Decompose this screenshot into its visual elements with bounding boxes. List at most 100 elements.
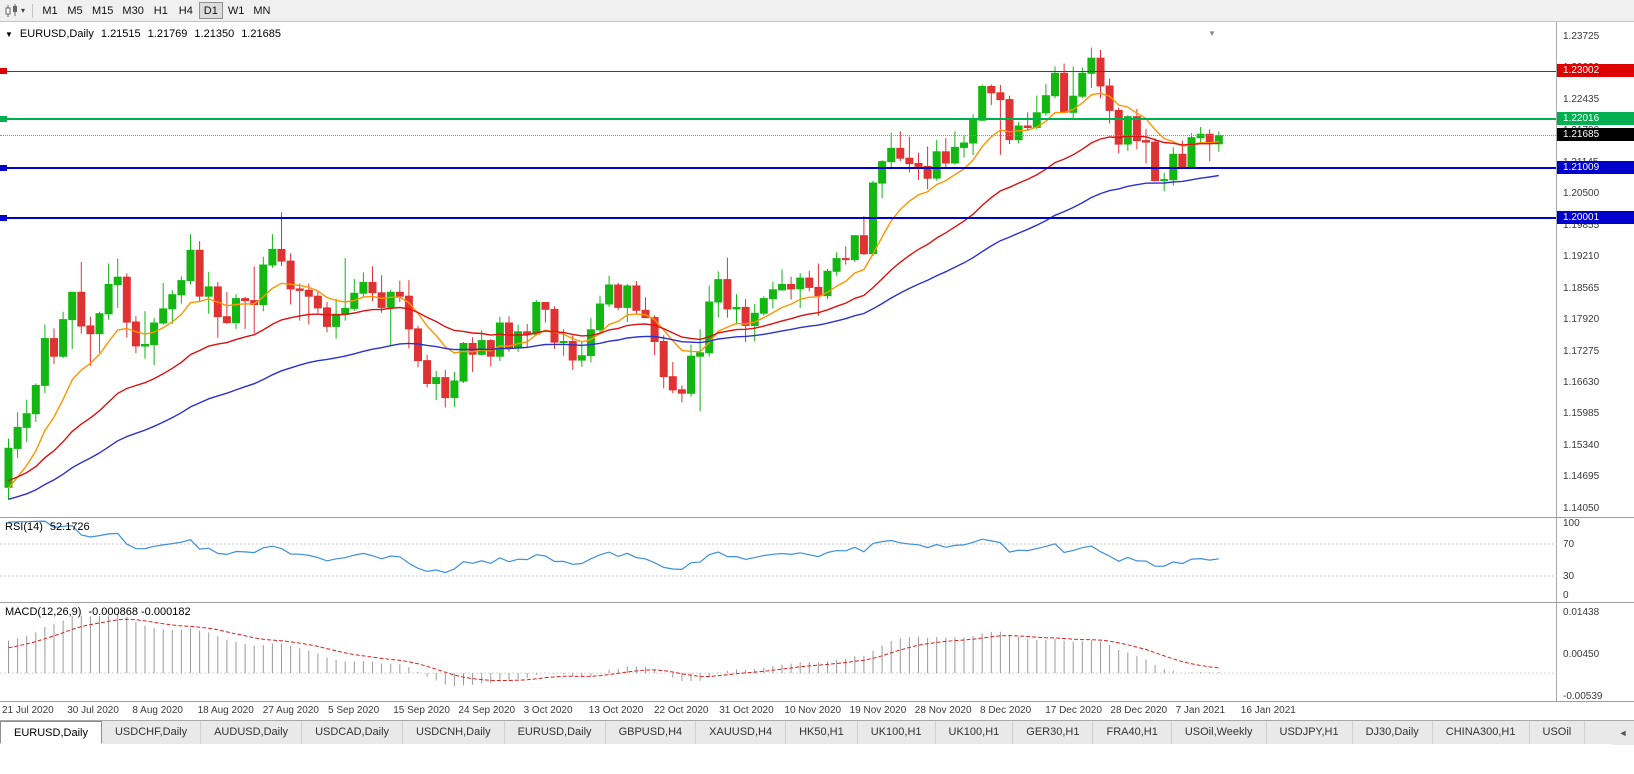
- macd-axis: 0.01438 0.00450 -0.00539: [1556, 603, 1634, 702]
- tabs-scroll-left-button[interactable]: ◄: [1612, 722, 1634, 745]
- timeframe-button-h4[interactable]: H4: [178, 5, 193, 17]
- timeframe-button-m1[interactable]: M1: [42, 5, 58, 17]
- timeframe-button-m5[interactable]: M5: [67, 5, 83, 17]
- horizontal-line-1.20001[interactable]: [0, 216, 1556, 219]
- timeframe-button-m30[interactable]: M30: [122, 5, 144, 17]
- price-level-badge: 1.21009: [1557, 161, 1634, 175]
- horizontal-line-1.23002[interactable]: [0, 70, 1556, 72]
- symbol-tab-hk50-h1[interactable]: HK50,H1: [786, 721, 858, 744]
- top-toolbar: ▾ M1 M5 M15 M30 H1 H4 D1 W1 MN: [0, 0, 1634, 22]
- symbol-tab-fra40-h1[interactable]: FRA40,H1: [1093, 721, 1172, 744]
- price-tick-label: 1.19855: [1563, 219, 1600, 231]
- price-tick-label: 1.23725: [1563, 30, 1600, 42]
- price-tick-label: 1.14695: [1563, 471, 1600, 483]
- symbol-tab-dj30-daily[interactable]: DJ30,Daily: [1352, 721, 1433, 744]
- date-label: 13 Oct 2020: [588, 705, 644, 716]
- price-level-badge: 1.23002: [1557, 64, 1634, 78]
- date-label: 28 Nov 2020: [914, 705, 972, 716]
- ohlc-open: 1.21515: [100, 28, 141, 40]
- symbol-tabs: EURUSD,Daily USDCHF,Daily AUDUSD,Daily USDC…: [0, 721, 1612, 744]
- symbol-tab-usoil[interactable]: USOil: [1529, 721, 1586, 744]
- symbol-name: EURUSD,Daily: [19, 28, 94, 40]
- symbol-tab-audusd-daily[interactable]: AUDUSD,Daily: [201, 721, 303, 744]
- rsi-label: RSI(14) 52.1726: [5, 521, 90, 533]
- symbol-tab-xauusd-h4[interactable]: XAUUSD,H4: [696, 721, 787, 744]
- timeframe-button-d1[interactable]: D1: [198, 2, 223, 19]
- date-label: 5 Sep 2020: [328, 705, 380, 716]
- rsi-value: 52.1726: [49, 521, 90, 533]
- price-tick-label: 1.15985: [1563, 408, 1600, 420]
- timeframe-button-w1[interactable]: W1: [227, 5, 245, 17]
- symbol-tab-usdjpy-h1[interactable]: USDJPY,H1: [1266, 721, 1353, 744]
- symbol-tab-uk100-h1[interactable]: UK100,H1: [935, 721, 1014, 744]
- rsi-pane[interactable]: RSI(14) 52.1726: [0, 518, 1556, 602]
- price-level-badge: 1.20001: [1557, 210, 1634, 224]
- pane-separator[interactable]: [0, 602, 1634, 603]
- symbol-tab-usoil-weekly[interactable]: USOil,Weekly: [1171, 721, 1267, 744]
- date-label: 15 Sep 2020: [393, 705, 450, 716]
- date-label: 31 Oct 2020: [719, 705, 774, 716]
- date-label: 16 Jan 2021: [1240, 705, 1296, 716]
- symbol-tab-eurusd-daily[interactable]: EURUSD,Daily: [504, 721, 606, 744]
- timeframe-button-m15[interactable]: M15: [92, 5, 114, 17]
- date-label: 19 Nov 2020: [849, 705, 907, 716]
- symbol-tab-china300-h1[interactable]: CHINA300,H1: [1432, 721, 1530, 744]
- date-label: 21 Jul 2020: [2, 705, 54, 716]
- timeframe-buttons: M1 M5 M15 M30 H1 H4 D1 W1 MN: [38, 2, 274, 19]
- date-label: 3 Oct 2020: [523, 705, 573, 716]
- symbol-tab-usdcnh-daily[interactable]: USDCNH,Daily: [403, 721, 505, 744]
- symbol-tab-uk100-h1[interactable]: UK100,H1: [857, 721, 936, 744]
- rsi-axis-label: 0: [1563, 590, 1569, 601]
- date-label: 27 Aug 2020: [262, 705, 319, 716]
- timeframe-button-h1[interactable]: H1: [153, 5, 168, 17]
- chart-type-dropdown-icon[interactable]: ▾: [21, 6, 26, 15]
- main-chart-pane[interactable]: ▼ EURUSD,Daily 1.21515 1.21769 1.21350 1…: [0, 22, 1556, 517]
- symbol-tab-ger30-h1[interactable]: GER30,H1: [1013, 721, 1094, 744]
- date-label: 7 Jan 2021: [1175, 705, 1226, 716]
- macd-axis-label: 0.01438: [1563, 607, 1600, 618]
- chart-shift-marker[interactable]: ▼: [1208, 29, 1216, 38]
- line-left-anchor: [0, 214, 7, 221]
- line-left-anchor: [0, 165, 7, 172]
- price-tick-label: 1.17275: [1563, 345, 1600, 357]
- date-axis: 21 Jul 2020 30 Jul 2020 8 Aug 2020 18 Aug 2…: [0, 702, 1634, 720]
- symbol-tab-usdcad-daily[interactable]: USDCAD,Daily: [302, 721, 404, 744]
- current-price-line: [0, 135, 1556, 137]
- timeframe-button-mn[interactable]: MN: [253, 5, 271, 17]
- macd-name: MACD(12,26,9): [5, 606, 82, 618]
- macd-axis-label: -0.00539: [1563, 691, 1603, 702]
- macd-label: MACD(12,26,9) -0.000868 -0.000182: [5, 606, 191, 618]
- price-level-badge: 1.22016: [1557, 112, 1634, 126]
- rsi-chart: [0, 520, 1556, 577]
- ohlc-high: 1.21769: [147, 28, 188, 40]
- horizontal-line-1.22016[interactable]: [0, 118, 1556, 121]
- macd-pane[interactable]: MACD(12,26,9) -0.000868 -0.000182: [0, 603, 1556, 701]
- pane-separator[interactable]: [0, 517, 1634, 518]
- price-tick-label: 1.19210: [1563, 251, 1600, 263]
- date-label: 24 Sep 2020: [458, 705, 516, 716]
- date-label: 8 Dec 2020: [980, 705, 1032, 716]
- ohlc-close: 1.21685: [241, 28, 281, 40]
- current-price-badge: 1.21685: [1557, 128, 1634, 142]
- candlestick-chart-icon[interactable]: [3, 3, 21, 19]
- toolbar-separator: [32, 3, 34, 18]
- rsi-axis-label: 70: [1563, 539, 1575, 550]
- macd-chart: [0, 613, 1556, 687]
- date-label: 17 Dec 2020: [1045, 705, 1102, 716]
- rsi-axis-label: 30: [1563, 571, 1575, 582]
- pane-separator: [0, 701, 1634, 702]
- status-bar: [0, 744, 1634, 774]
- chart-title: ▼ EURUSD,Daily 1.21515 1.21769 1.21350 1…: [5, 28, 281, 40]
- date-label: 8 Aug 2020: [132, 705, 183, 716]
- symbol-tab-gbpusd-h4[interactable]: GBPUSD,H4: [605, 721, 697, 744]
- price-tick-label: 1.22435: [1563, 93, 1600, 105]
- line-left-anchor: [0, 116, 7, 123]
- date-label: 22 Oct 2020: [654, 705, 709, 716]
- date-label: 10 Nov 2020: [784, 705, 842, 716]
- macd-axis-label: 0.00450: [1563, 648, 1600, 660]
- symbol-tab-eurusd-daily[interactable]: EURUSD,Daily: [0, 721, 102, 744]
- line-left-anchor: [0, 68, 7, 75]
- symbol-tab-usdchf-daily[interactable]: USDCHF,Daily: [101, 721, 202, 744]
- date-label: 18 Aug 2020: [197, 705, 254, 716]
- horizontal-line-1.21009[interactable]: [0, 167, 1556, 170]
